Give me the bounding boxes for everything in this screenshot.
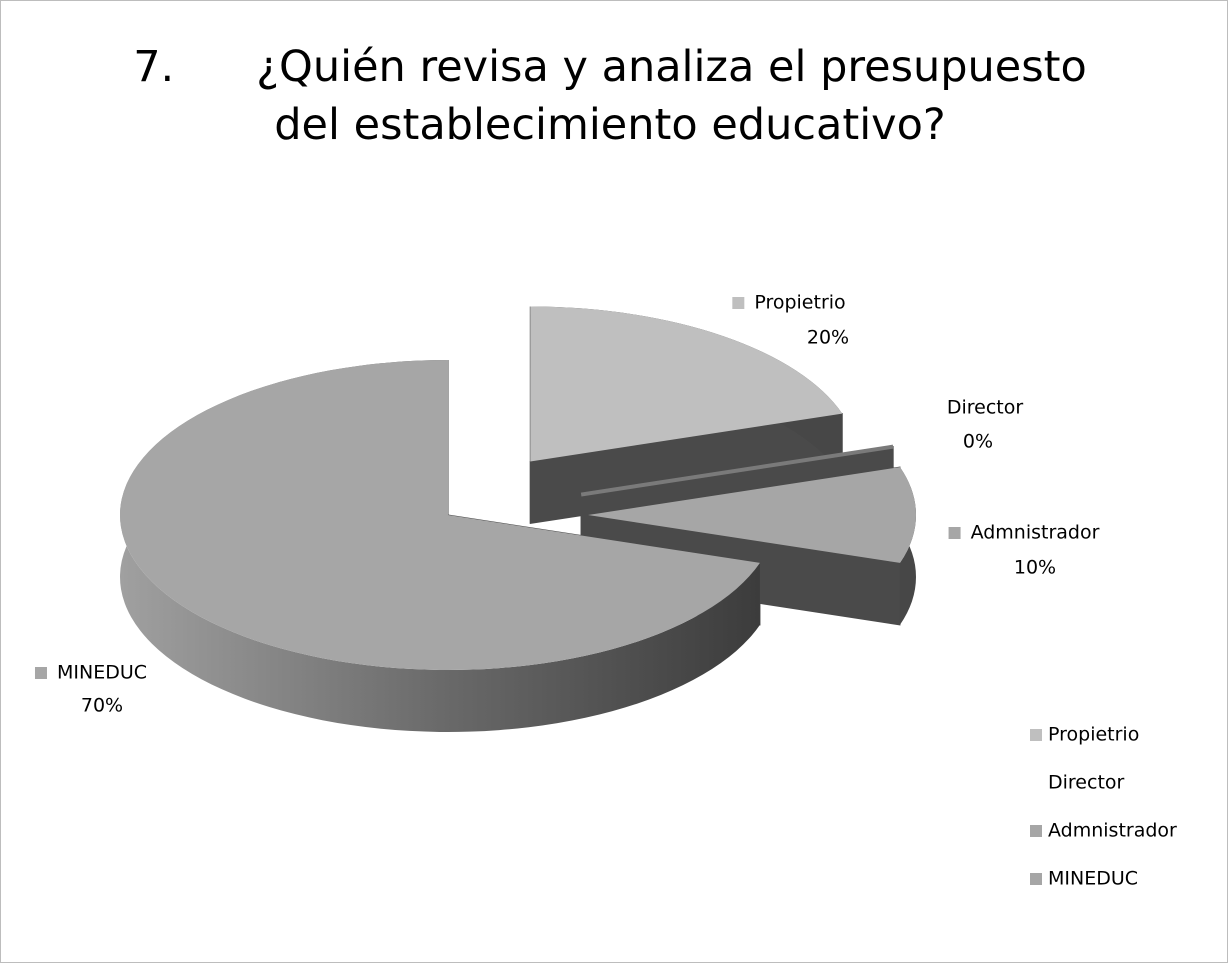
legend-label: MINEDUC	[1048, 868, 1138, 890]
data-label-value: 0%	[963, 431, 993, 453]
data-label-marker	[948, 527, 961, 539]
data-label-marker	[732, 297, 745, 309]
slice	[580, 444, 894, 497]
legend-marker	[1030, 873, 1042, 885]
legend-label: Propietrio	[1048, 724, 1139, 746]
slice	[588, 467, 916, 563]
data-label-value: 20%	[807, 327, 849, 349]
legend-label: Admnistrador	[1048, 820, 1177, 842]
data-label-name: Propietrio	[754, 292, 845, 314]
slice	[120, 360, 760, 670]
data-label-value: 10%	[1014, 557, 1056, 579]
data-label-value: 70%	[81, 695, 123, 717]
slice	[530, 306, 843, 462]
data-label-name: Admnistrador	[971, 522, 1100, 544]
legend-marker	[1030, 825, 1042, 837]
legend-marker	[1030, 729, 1042, 741]
legend-label: Director	[1048, 772, 1125, 794]
chart-title: 7. ¿Quién revisa y analiza el presupuest…	[133, 42, 1087, 150]
data-label-marker	[34, 667, 47, 679]
data-label-name: MINEDUC	[57, 662, 147, 684]
data-label-name: Director	[947, 397, 1024, 419]
